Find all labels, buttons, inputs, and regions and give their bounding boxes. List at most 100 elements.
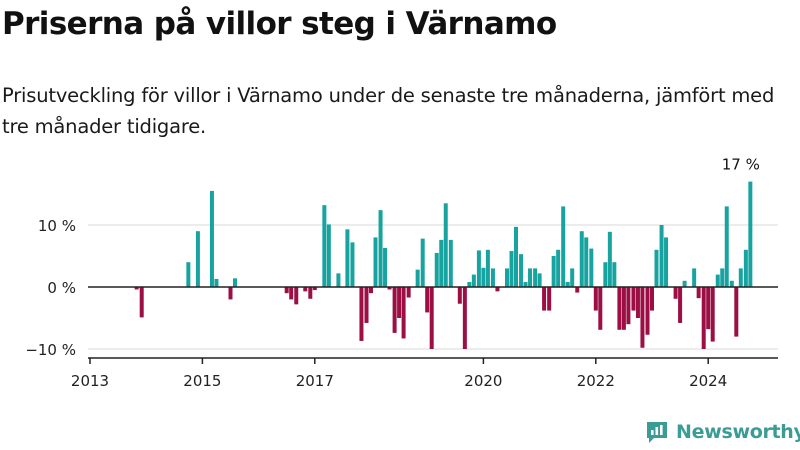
bar bbox=[640, 287, 645, 348]
x-tick-label: 2013 bbox=[71, 372, 109, 390]
bar bbox=[561, 206, 566, 287]
bar bbox=[308, 287, 313, 299]
bar bbox=[289, 287, 294, 300]
x-tick-label: 2022 bbox=[577, 372, 615, 390]
y-tick-label: 10 % bbox=[38, 217, 76, 235]
bar bbox=[425, 287, 430, 313]
bar bbox=[659, 225, 664, 287]
bar bbox=[392, 287, 397, 333]
bar bbox=[612, 262, 617, 287]
bar bbox=[481, 267, 486, 287]
bar bbox=[575, 287, 580, 293]
bar bbox=[429, 287, 434, 349]
bar bbox=[439, 239, 444, 287]
axis-layer bbox=[88, 286, 778, 364]
bar bbox=[579, 231, 584, 287]
bar bbox=[678, 287, 683, 323]
bar bbox=[664, 237, 669, 287]
bar bbox=[401, 287, 406, 339]
y-tick-label: 0 % bbox=[47, 279, 76, 297]
bar bbox=[195, 231, 200, 287]
x-tick-label: 2024 bbox=[689, 372, 727, 390]
bar-chart-logo-icon bbox=[647, 422, 667, 443]
brand-name: Newsworthy bbox=[676, 421, 800, 443]
bar bbox=[434, 252, 439, 287]
bar bbox=[547, 287, 552, 311]
bar bbox=[471, 274, 476, 287]
chart-title: Priserna på villor steg i Värnamo bbox=[2, 6, 557, 42]
bar bbox=[584, 237, 589, 287]
bar bbox=[743, 249, 748, 287]
y-tick-label: −10 % bbox=[25, 341, 76, 359]
bar bbox=[710, 287, 715, 342]
bar bbox=[565, 282, 570, 287]
bar bbox=[631, 287, 636, 311]
bar bbox=[415, 269, 420, 287]
bar bbox=[214, 278, 219, 287]
chart-subtitle: Prisutveckling för villor i Värnamo unde… bbox=[2, 84, 775, 138]
bar bbox=[312, 287, 317, 291]
bar bbox=[485, 249, 490, 287]
bar bbox=[139, 287, 144, 318]
bar bbox=[715, 274, 720, 287]
bar bbox=[635, 287, 640, 318]
bar bbox=[364, 287, 369, 323]
bar bbox=[738, 268, 743, 287]
bar bbox=[626, 287, 631, 325]
bar bbox=[359, 287, 364, 341]
bar bbox=[621, 287, 626, 330]
bar bbox=[406, 287, 411, 298]
bar bbox=[523, 282, 528, 287]
bar bbox=[397, 287, 402, 318]
bar bbox=[654, 249, 659, 287]
bar bbox=[476, 250, 481, 287]
bar bbox=[724, 206, 729, 287]
bar bbox=[537, 273, 542, 287]
bar bbox=[617, 287, 622, 330]
bar bbox=[294, 287, 299, 305]
bar bbox=[232, 278, 237, 287]
bar bbox=[186, 262, 191, 287]
bar bbox=[378, 210, 383, 287]
bar bbox=[598, 287, 603, 330]
bar bbox=[748, 181, 753, 287]
bar bbox=[284, 287, 289, 294]
bar bbox=[509, 251, 514, 287]
bar bbox=[495, 287, 500, 292]
bar bbox=[603, 262, 608, 287]
bar bbox=[467, 282, 472, 287]
bar bbox=[350, 242, 355, 287]
bar bbox=[345, 229, 350, 287]
bar bbox=[720, 268, 725, 287]
bar bbox=[696, 287, 701, 299]
bar bbox=[513, 226, 518, 287]
bar bbox=[682, 280, 687, 287]
bar bbox=[457, 287, 462, 304]
bar bbox=[570, 268, 575, 287]
bar bbox=[369, 287, 373, 294]
bars-layer bbox=[134, 181, 753, 349]
bar bbox=[528, 268, 533, 287]
bar bbox=[228, 287, 233, 300]
bar bbox=[519, 254, 524, 287]
bar bbox=[462, 287, 467, 349]
bar bbox=[505, 268, 510, 287]
bar bbox=[448, 239, 453, 287]
bar bbox=[706, 287, 711, 330]
bar bbox=[542, 287, 547, 311]
label-layer: −10 % 0 % 10 % 2013 2015 2017 2020 2022 2024 17 % bbox=[25, 156, 760, 390]
x-tick-label: 2015 bbox=[183, 372, 221, 390]
bar bbox=[336, 273, 341, 287]
bar bbox=[593, 287, 598, 311]
value-annotation: 17 % bbox=[722, 156, 760, 174]
bar bbox=[551, 256, 556, 287]
bar bbox=[692, 268, 697, 287]
bar bbox=[420, 238, 425, 287]
x-tick-label: 2017 bbox=[296, 372, 334, 390]
bar bbox=[729, 280, 734, 287]
bar bbox=[533, 268, 538, 287]
bar bbox=[326, 224, 331, 287]
bar bbox=[387, 287, 392, 290]
bar bbox=[490, 268, 495, 287]
